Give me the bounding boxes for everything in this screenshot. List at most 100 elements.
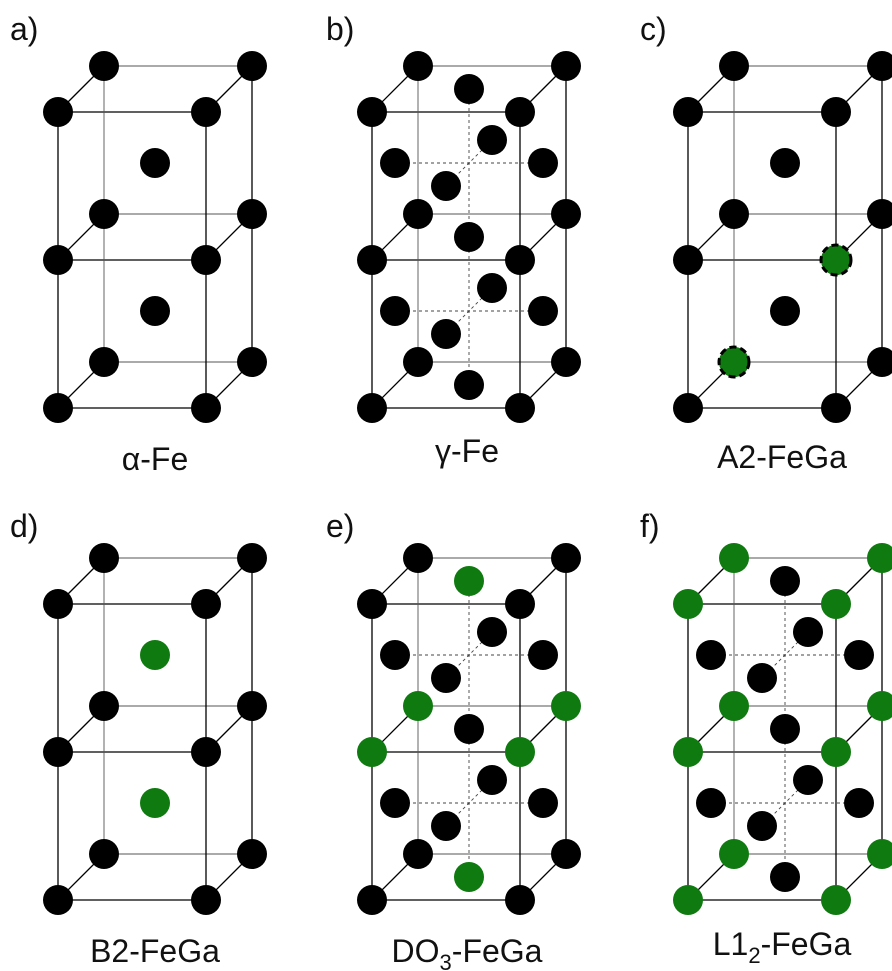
caption-tail-e: -FeGa <box>452 933 543 969</box>
panel-f: f) L12-FeGa <box>640 508 892 968</box>
atom-face-back <box>477 273 507 303</box>
atom-corner-front-left <box>673 245 703 275</box>
panel-letter-f: f) <box>640 508 660 544</box>
atom-face-back <box>477 765 507 795</box>
atom-face-horizontal <box>770 566 800 596</box>
atom-corner-back-right <box>237 199 267 229</box>
panel-letter-e: e) <box>326 508 354 544</box>
atom-face-horizontal <box>454 566 484 596</box>
panel-caption-d: B2-FeGa <box>90 933 220 969</box>
atom-face-horizontal <box>770 862 800 892</box>
atom-face-horizontal <box>454 370 484 400</box>
atom-face-horizontal <box>770 714 800 744</box>
atom-face-right <box>844 788 874 818</box>
panel-caption-f: L12-FeGa <box>713 926 852 968</box>
atom-corner-front-right <box>821 737 851 767</box>
atom-face-front <box>431 171 461 201</box>
caption-sub-f: 2 <box>748 943 760 968</box>
atom-face-back <box>793 617 823 647</box>
caption-main-f: L1 <box>713 926 749 962</box>
panel-b: b) γ-Fe <box>326 11 581 469</box>
atom-corner-front-left <box>673 97 703 127</box>
atom-face-left <box>380 788 410 818</box>
atom-corner-front-right <box>191 589 221 619</box>
atom-face-left <box>380 148 410 178</box>
caption-main-e: DO <box>392 933 440 969</box>
atom-corner-front-right <box>821 589 851 619</box>
atom-corner-back-left <box>89 347 119 377</box>
atom-corner-front-right <box>821 885 851 915</box>
atom-corner-back-right <box>867 543 892 573</box>
atom-corner-front-left <box>43 885 73 915</box>
atom-corner-back-left <box>719 691 749 721</box>
panel-letter-c: c) <box>640 11 667 47</box>
caption-main-a: α-Fe <box>122 441 189 477</box>
atom-corner-back-right <box>237 691 267 721</box>
cell-atoms <box>673 543 892 915</box>
atom-corner-front-right <box>505 737 535 767</box>
atom-corner-front-right <box>505 885 535 915</box>
mixed-site-ring <box>819 243 853 277</box>
atom-corner-front-right <box>191 97 221 127</box>
atom-corner-front-left <box>673 393 703 423</box>
atom-corner-back-right <box>867 199 892 229</box>
unit-cell-d <box>43 543 267 915</box>
atom-corner-front-right <box>505 393 535 423</box>
unit-cell-a <box>43 51 267 423</box>
cell-atoms <box>43 543 267 915</box>
panel-caption-b: γ-Fe <box>435 433 499 469</box>
atom-corner-front-right <box>191 393 221 423</box>
atom-corner-front-left <box>357 97 387 127</box>
atom-corner-front-left <box>43 737 73 767</box>
cell-edges <box>57 557 253 901</box>
panel-letter-b: b) <box>326 11 354 47</box>
cell-edges <box>57 65 253 409</box>
atom-corner-front-right <box>821 393 851 423</box>
caption-tail-f: -FeGa <box>761 926 852 962</box>
cell-atoms <box>673 51 892 423</box>
atom-corner-back-left <box>403 691 433 721</box>
atom-corner-back-left <box>403 543 433 573</box>
atom-corner-front-right <box>191 737 221 767</box>
atom-face-front <box>747 663 777 693</box>
atom-corner-front-left <box>43 393 73 423</box>
panel-letter-d: d) <box>10 508 38 544</box>
atom-corner-back-right <box>551 199 581 229</box>
atom-face-left <box>696 640 726 670</box>
atom-corner-back-left <box>403 347 433 377</box>
atom-corner-back-right <box>551 691 581 721</box>
atom-corner-front-left <box>43 589 73 619</box>
atom-body-center <box>770 148 800 178</box>
mixed-site-ring <box>717 345 751 379</box>
atom-face-front <box>431 663 461 693</box>
panel-d: d) B2-FeGa <box>10 508 267 969</box>
atom-corner-back-left <box>719 543 749 573</box>
atom-corner-front-left <box>673 885 703 915</box>
panel-letter-a: a) <box>10 11 38 47</box>
panel-caption-e: DO3-FeGa <box>392 933 543 971</box>
caption-main-b: γ-Fe <box>435 433 499 469</box>
panel-c: c) A2-FeGa <box>640 11 892 475</box>
atom-body-center <box>140 788 170 818</box>
atom-body-center <box>140 640 170 670</box>
atom-corner-back-left <box>89 199 119 229</box>
caption-main-d: B2-FeGa <box>90 933 220 969</box>
atom-corner-back-left <box>719 199 749 229</box>
panel-caption-c: A2-FeGa <box>717 439 847 475</box>
panel-e: e) DO3-FeGa <box>326 508 581 971</box>
panel-caption-a: α-Fe <box>122 441 189 477</box>
cell-atoms <box>43 51 267 423</box>
atom-corner-back-right <box>237 347 267 377</box>
atom-body-center <box>140 148 170 178</box>
atom-corner-back-right <box>867 51 892 81</box>
atom-corner-back-right <box>867 691 892 721</box>
unit-cell-c <box>673 51 892 423</box>
atom-corner-front-left <box>357 885 387 915</box>
atom-corner-back-right <box>551 543 581 573</box>
atom-corner-back-right <box>867 839 892 869</box>
atom-mixed-site <box>821 245 851 275</box>
atom-corner-front-left <box>357 245 387 275</box>
caption-sub-e: 3 <box>440 950 452 971</box>
atom-face-right <box>528 640 558 670</box>
